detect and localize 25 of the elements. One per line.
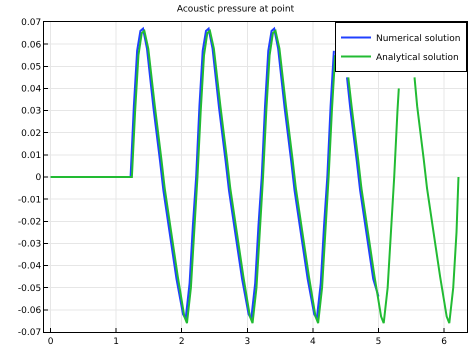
y-tick-label: -0.05 [18,284,42,294]
x-tick-label: 3 [244,336,250,347]
y-tick-label: -0.02 [18,217,42,228]
x-tick-label: 2 [178,336,185,347]
x-tick-label: 5 [376,336,382,347]
y-tick-label: -0.06 [18,306,42,316]
y-tick-label: 0.07 [21,18,42,28]
y-tick-label: -0.03 [18,240,42,250]
legend-label: Numerical solution [376,34,460,44]
x-tick-label: 6 [441,336,448,347]
y-tick-label: 0.05 [21,62,42,72]
y-tick-label: 0.06 [21,40,42,50]
x-tick-label: 4 [310,336,316,347]
y-tick-label: 0.02 [21,128,42,139]
legend-label: Analytical solution [376,53,459,64]
y-tick-label: -0.07 [18,328,42,338]
y-tick-label: 0.04 [21,84,42,95]
y-tick-label: -0.01 [18,195,42,206]
y-tick-label: 0.03 [21,106,42,117]
x-tick-label: 0 [48,336,54,347]
chart-title: Acoustic pressure at point [176,4,295,15]
y-tick-label: -0.04 [18,262,42,272]
y-tick-label: 0 [35,173,42,184]
y-tick-label: 0.01 [21,151,42,162]
x-tick-label: 1 [113,336,120,347]
